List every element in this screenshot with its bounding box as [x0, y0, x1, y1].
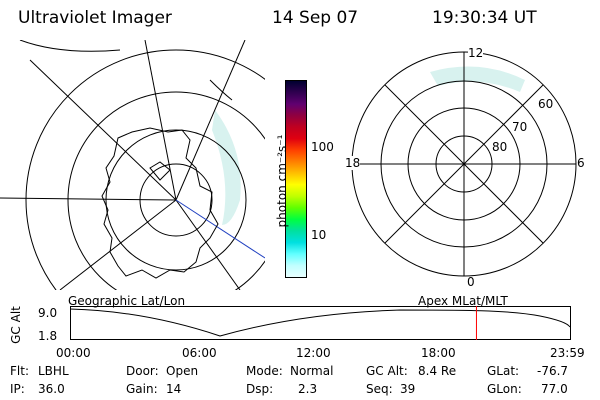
gc-alt-label: GC Alt:	[366, 364, 408, 378]
dsp-label: Dsp:	[246, 382, 274, 396]
orbit-xtick-0000: 00:00	[56, 346, 91, 360]
glat-label: GLat:	[487, 364, 520, 378]
instrument-title: Ultraviolet Imager	[18, 8, 172, 28]
ip-value: 36.0	[38, 382, 65, 396]
mlt-label-6: 6	[577, 156, 585, 170]
orbit-ylabel: GC Alt	[9, 306, 23, 344]
mlat-label-60: 60	[538, 97, 554, 111]
earth-limb	[19, 40, 121, 52]
meridian	[59, 199, 177, 290]
image-time: 19:30:34 UT	[432, 8, 537, 28]
lat-circle	[25, 49, 265, 290]
door-value: Open	[166, 364, 199, 378]
coastline-fragment	[149, 161, 171, 181]
orbit-xtick-2359: 23:59	[550, 346, 585, 360]
terminator-line	[175, 199, 265, 259]
coastline-fragment	[209, 79, 233, 101]
meridian	[175, 199, 241, 290]
orbit-ytick-1: 1.8	[38, 329, 58, 343]
seq-value: 39	[400, 382, 416, 396]
left-panel-label: Geographic Lat/Lon	[68, 294, 186, 308]
meridian	[29, 59, 177, 201]
dsp-value: 2.3	[298, 382, 318, 396]
gain-label: Gain:	[126, 382, 158, 396]
image-date: 14 Sep 07	[272, 8, 359, 28]
geographic-map	[0, 40, 265, 290]
ip-label: IP:	[10, 382, 25, 396]
mlt-label-0: 0	[467, 275, 475, 289]
filter-value: LBHL	[38, 364, 69, 378]
gain-value: 14	[166, 382, 182, 396]
orbit-xtick-1200: 12:00	[296, 346, 331, 360]
meridian	[175, 40, 246, 201]
mode-value: Normal	[290, 364, 334, 378]
orbit-xtick-0600: 06:00	[182, 346, 217, 360]
antarctica-coastline	[101, 127, 219, 279]
meridian	[0, 197, 177, 201]
colorbar-unit-label: photon cm⁻²s⁻¹	[275, 134, 289, 228]
orbit-altitude-curve	[70, 308, 571, 337]
orbit-altitude-plot	[70, 306, 571, 340]
lat-circle	[67, 91, 265, 290]
colorbar-tick-10: 10	[311, 228, 327, 242]
lat-circle	[105, 129, 247, 271]
aurora-emission	[430, 66, 525, 92]
mlt-line	[384, 84, 544, 244]
mlat-label-70: 70	[512, 120, 528, 134]
mlt-label-12: 12	[468, 46, 484, 60]
color-scale-bar	[285, 80, 307, 278]
mlt-label-18: 18	[345, 156, 361, 170]
magnetic-polar-map	[351, 51, 577, 277]
glat-value: -76.7	[537, 364, 569, 378]
mlat-label-80: 80	[492, 140, 508, 154]
colorbar-tick-100: 100	[311, 140, 334, 154]
orbit-plot-frame	[70, 306, 571, 340]
mode-label: Mode:	[246, 364, 283, 378]
filter-label: Flt:	[10, 364, 29, 378]
glon-label: GLon:	[487, 382, 522, 396]
meridian	[144, 40, 177, 201]
aurora-emission	[212, 110, 241, 225]
orbit-xtick-1800: 18:00	[421, 346, 456, 360]
orbit-ytick-9: 9.0	[38, 306, 58, 320]
glon-value: 77.0	[541, 382, 568, 396]
gc-alt-value: 8.4 Re	[418, 364, 457, 378]
right-panel-label: Apex MLat/MLT	[418, 294, 508, 308]
seq-label: Seq:	[366, 382, 393, 396]
door-label: Door:	[126, 364, 159, 378]
